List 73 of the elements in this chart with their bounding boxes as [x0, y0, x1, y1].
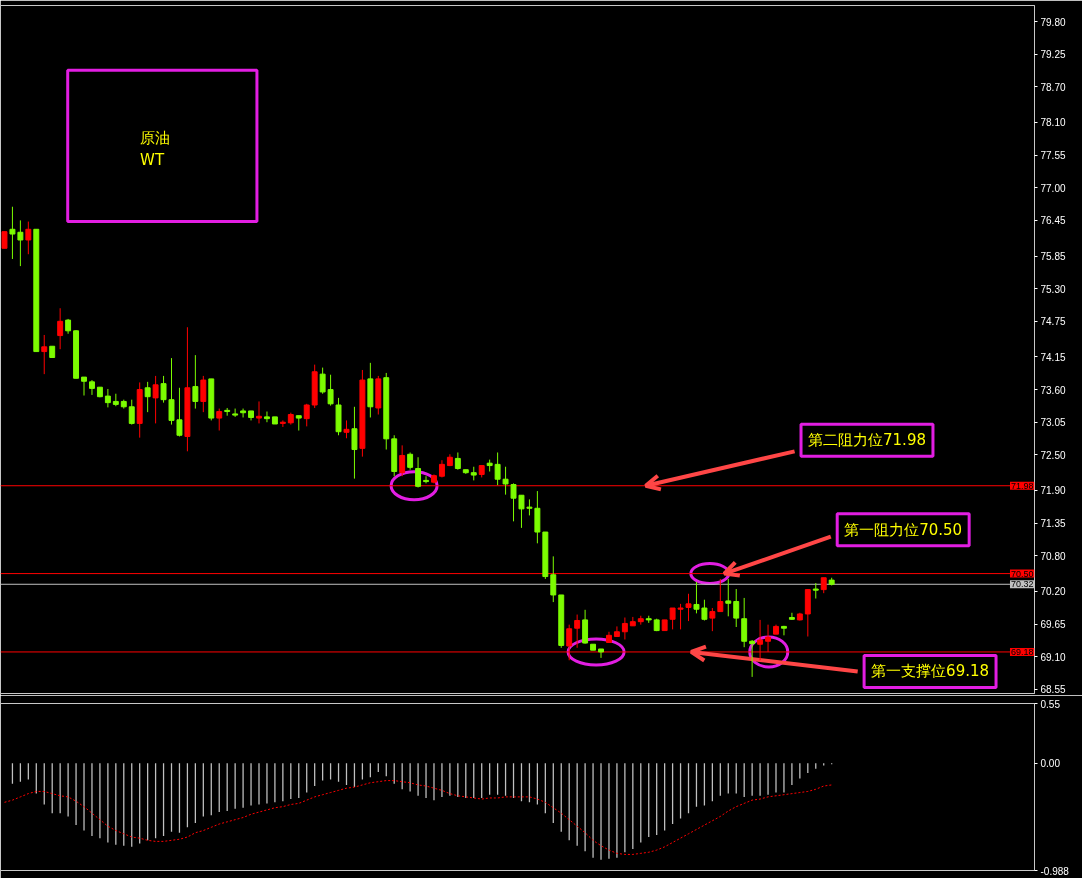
candlestick — [81, 376, 87, 397]
candlestick — [104, 388, 111, 408]
candlestick — [780, 625, 787, 636]
y-tick-label: 74.15 — [1040, 351, 1066, 363]
y-tick-label: 69.65 — [1040, 619, 1066, 631]
candlestick — [152, 375, 159, 424]
candlestick — [256, 400, 262, 424]
y-tick-label: 75.85 — [1040, 251, 1066, 263]
candlestick — [351, 406, 358, 480]
candlestick — [582, 609, 589, 645]
y-tick-label: 78.70 — [1040, 81, 1066, 93]
y-tick-label: 75.30 — [1040, 283, 1066, 295]
line-series — [3, 780, 833, 855]
ref-line-label: 70.50 — [1010, 568, 1034, 579]
candlestick — [192, 354, 199, 410]
y-tick-label: 77.00 — [1040, 182, 1066, 194]
y-tick-label: 71.35 — [1040, 518, 1066, 530]
candlestick — [128, 399, 135, 426]
candlestick — [41, 334, 48, 375]
candlestick — [89, 379, 95, 396]
y-tick-label: 72.50 — [1040, 449, 1066, 461]
y-tick-label: 73.05 — [1040, 417, 1066, 429]
ref-line-label: 69.18 — [1010, 646, 1034, 657]
candlestick — [574, 614, 581, 649]
y-tick-label: 73.60 — [1040, 384, 1066, 396]
candlestick — [741, 597, 748, 648]
candlestick — [709, 607, 716, 632]
y-tick-label: 68.55 — [1040, 684, 1066, 696]
candlestick — [232, 408, 239, 418]
y-tick-label: 79.25 — [1040, 49, 1066, 61]
candlestick — [144, 381, 151, 413]
candlestick — [399, 444, 406, 477]
candlestick — [717, 578, 724, 613]
candlestick — [160, 375, 167, 404]
y-tick-label: 76.45 — [1040, 215, 1066, 227]
candlestick — [57, 307, 64, 350]
y-tick-label: 70.80 — [1040, 550, 1066, 562]
candlestick — [534, 490, 541, 544]
ref-line-label: 71.98 — [1010, 480, 1034, 491]
y-tick-label: -0.988 — [1040, 865, 1070, 877]
candlestick — [598, 648, 604, 659]
y-tick-label: 69.10 — [1040, 651, 1066, 663]
y-tick-label: 78.10 — [1040, 117, 1066, 129]
y-tick-label: 71.90 — [1040, 485, 1066, 497]
y-tick-label: 0.00 — [1040, 758, 1061, 770]
candlestick — [788, 612, 795, 621]
y-tick-label: 74.75 — [1040, 316, 1066, 328]
candlestick — [216, 408, 223, 432]
candlestick — [263, 411, 270, 423]
candlestick — [240, 408, 247, 418]
text: WT — [140, 151, 165, 170]
y-tick-label: 79.80 — [1040, 16, 1066, 28]
candlestick — [502, 466, 509, 496]
candlestick — [749, 639, 756, 678]
candlestick — [200, 375, 207, 413]
candlestick — [25, 221, 32, 255]
annotation: 第一支撑位69.18 — [871, 662, 990, 681]
candlestick — [621, 617, 628, 640]
annotation: 第二阻力位71.98 — [808, 431, 926, 450]
candlestick — [279, 419, 286, 428]
text: 原油 — [140, 129, 171, 148]
candlestick — [423, 475, 429, 484]
candlestick — [415, 456, 422, 489]
y-tick-label: 70.20 — [1040, 586, 1066, 598]
candlestick — [550, 555, 557, 603]
annotation: 第一阻力位70.50 — [844, 520, 963, 539]
y-tick-label: 0.55 — [1040, 698, 1061, 710]
candlestick — [725, 578, 732, 617]
candlestick — [685, 593, 692, 622]
ref-line-label: 70.32 — [1010, 579, 1034, 590]
y-tick-label: 77.55 — [1040, 150, 1066, 162]
candlestick — [613, 625, 620, 638]
candlestick — [733, 588, 740, 628]
